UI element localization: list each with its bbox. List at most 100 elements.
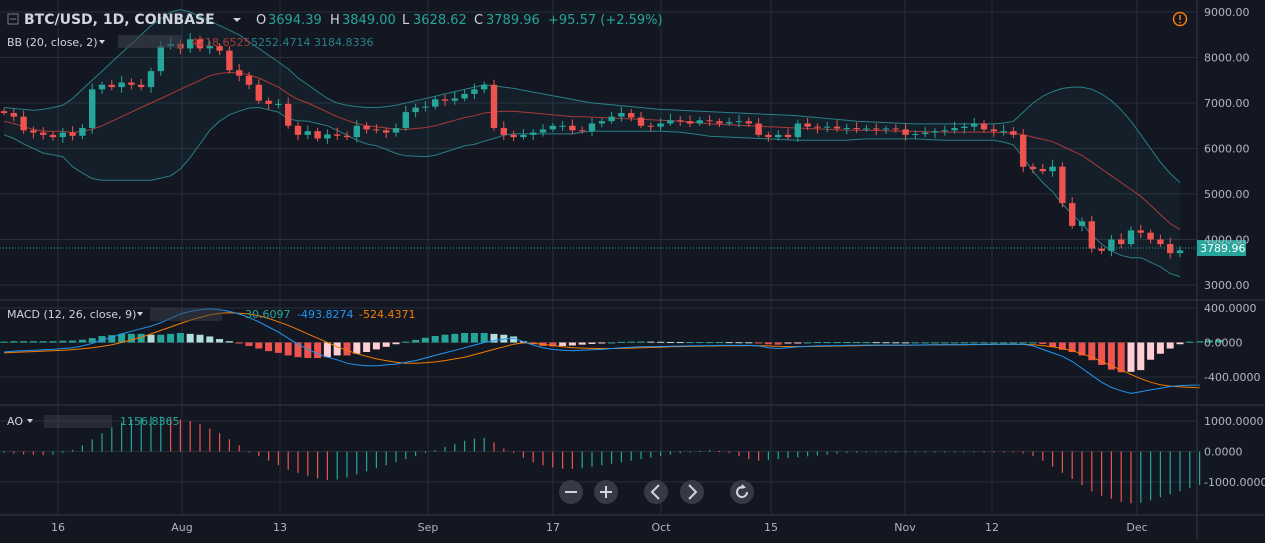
macd-histogram-bar[interactable]: [784, 342, 792, 344]
ao-bar[interactable]: [1091, 451, 1093, 492]
macd-histogram-bar[interactable]: [951, 342, 959, 344]
candle[interactable]: [941, 130, 948, 132]
macd-histogram-bar[interactable]: [245, 342, 253, 346]
ao-bar[interactable]: [189, 421, 191, 452]
candle[interactable]: [863, 128, 870, 130]
candle[interactable]: [755, 123, 762, 135]
ao-bar[interactable]: [307, 451, 309, 476]
candle[interactable]: [882, 128, 890, 130]
macd-histogram-bar[interactable]: [284, 342, 292, 356]
macd-histogram-bar[interactable]: [127, 333, 135, 343]
candle[interactable]: [569, 125, 576, 131]
ao-bar[interactable]: [914, 451, 916, 453]
candle[interactable]: [275, 103, 282, 105]
macd-histogram-bar[interactable]: [186, 333, 194, 343]
candle[interactable]: [1078, 221, 1086, 226]
candle[interactable]: [1039, 168, 1046, 172]
macd-histogram-bar[interactable]: [1107, 342, 1115, 370]
candle[interactable]: [794, 123, 801, 138]
candle[interactable]: [206, 46, 213, 49]
ao-bar[interactable]: [1012, 451, 1014, 453]
macd-histogram-bar[interactable]: [941, 342, 949, 344]
candle[interactable]: [1127, 230, 1135, 245]
macd-histogram-bar[interactable]: [1117, 342, 1125, 373]
ao-bar[interactable]: [1199, 451, 1201, 486]
ao-bar[interactable]: [591, 451, 593, 467]
ao-bar[interactable]: [1110, 451, 1112, 499]
macd-histogram-bar[interactable]: [480, 333, 488, 343]
macd-histogram-bar[interactable]: [549, 342, 557, 347]
ao-bar[interactable]: [807, 451, 809, 457]
ao-bar[interactable]: [140, 417, 142, 452]
ao-bar[interactable]: [170, 417, 172, 452]
ao-label[interactable]: AO: [7, 415, 23, 428]
ao-bar[interactable]: [660, 451, 662, 457]
ao-bar[interactable]: [513, 451, 515, 454]
candle[interactable]: [1059, 166, 1066, 204]
macd-histogram-bar[interactable]: [911, 342, 919, 344]
ao-bar[interactable]: [1052, 451, 1054, 467]
ao-bar[interactable]: [503, 448, 505, 452]
candle[interactable]: [461, 93, 468, 99]
candle[interactable]: [314, 131, 321, 139]
macd-histogram-bar[interactable]: [568, 342, 576, 346]
macd-histogram-bar[interactable]: [402, 341, 410, 343]
ao-bar[interactable]: [277, 451, 279, 466]
ao-bar[interactable]: [532, 451, 534, 463]
macd-histogram-bar[interactable]: [196, 334, 204, 343]
macd-histogram-bar[interactable]: [372, 342, 380, 350]
candle[interactable]: [157, 46, 164, 72]
macd-histogram-bar[interactable]: [1039, 342, 1047, 345]
time-axis[interactable]: 16 Aug 13 Sep 17 Oct 15 Nov 12 Dec: [51, 521, 1148, 534]
ao-bar[interactable]: [209, 428, 211, 452]
ao-bar[interactable]: [150, 416, 152, 452]
macd-histogram-bar[interactable]: [657, 341, 665, 343]
candle[interactable]: [79, 128, 86, 136]
candle[interactable]: [1157, 239, 1164, 245]
macd-histogram-bar[interactable]: [176, 333, 184, 343]
ao-bar[interactable]: [699, 450, 701, 452]
candle[interactable]: [383, 130, 390, 133]
macd-histogram-bar[interactable]: [382, 342, 390, 347]
ao-bar[interactable]: [1179, 451, 1181, 492]
candle[interactable]: [726, 122, 733, 124]
candle[interactable]: [490, 84, 498, 129]
reset-view-button[interactable]: [730, 480, 754, 504]
candle[interactable]: [265, 100, 272, 104]
candle[interactable]: [657, 123, 664, 127]
candle[interactable]: [324, 134, 331, 139]
candle[interactable]: [843, 128, 850, 130]
macd-histogram-bar[interactable]: [1009, 342, 1017, 344]
macd-histogram-bar[interactable]: [980, 342, 988, 344]
ao-bar[interactable]: [385, 451, 387, 466]
macd-histogram-bar[interactable]: [118, 333, 126, 343]
ao-bar[interactable]: [777, 451, 779, 460]
candle[interactable]: [226, 50, 233, 71]
candle[interactable]: [804, 123, 811, 127]
candle[interactable]: [735, 121, 743, 123]
bb-settings-icons[interactable]: [118, 35, 182, 48]
ao-dropdown-icon[interactable]: [27, 419, 33, 423]
ao-bar[interactable]: [248, 451, 250, 453]
candle[interactable]: [441, 99, 449, 101]
candle[interactable]: [814, 126, 821, 128]
ao-bar[interactable]: [434, 449, 436, 452]
macd-histogram-bar[interactable]: [715, 342, 723, 344]
macd-histogram-bar[interactable]: [647, 341, 655, 343]
candle[interactable]: [1088, 221, 1095, 249]
macd-histogram-bar[interactable]: [88, 338, 96, 343]
ao-bar[interactable]: [81, 445, 83, 452]
candle[interactable]: [1098, 248, 1105, 251]
macd-histogram-bar[interactable]: [1078, 342, 1086, 356]
candle[interactable]: [255, 84, 262, 101]
ao-bar[interactable]: [268, 451, 270, 461]
ao-bar[interactable]: [846, 451, 848, 454]
ao-bar[interactable]: [1081, 451, 1083, 486]
macd-histogram-bar[interactable]: [1088, 342, 1096, 361]
macd-histogram-bar[interactable]: [1196, 341, 1204, 343]
macd-histogram-bar[interactable]: [392, 342, 400, 345]
ao-bar[interactable]: [317, 451, 319, 479]
candle[interactable]: [471, 89, 478, 94]
macd-histogram-bar[interactable]: [157, 334, 165, 343]
